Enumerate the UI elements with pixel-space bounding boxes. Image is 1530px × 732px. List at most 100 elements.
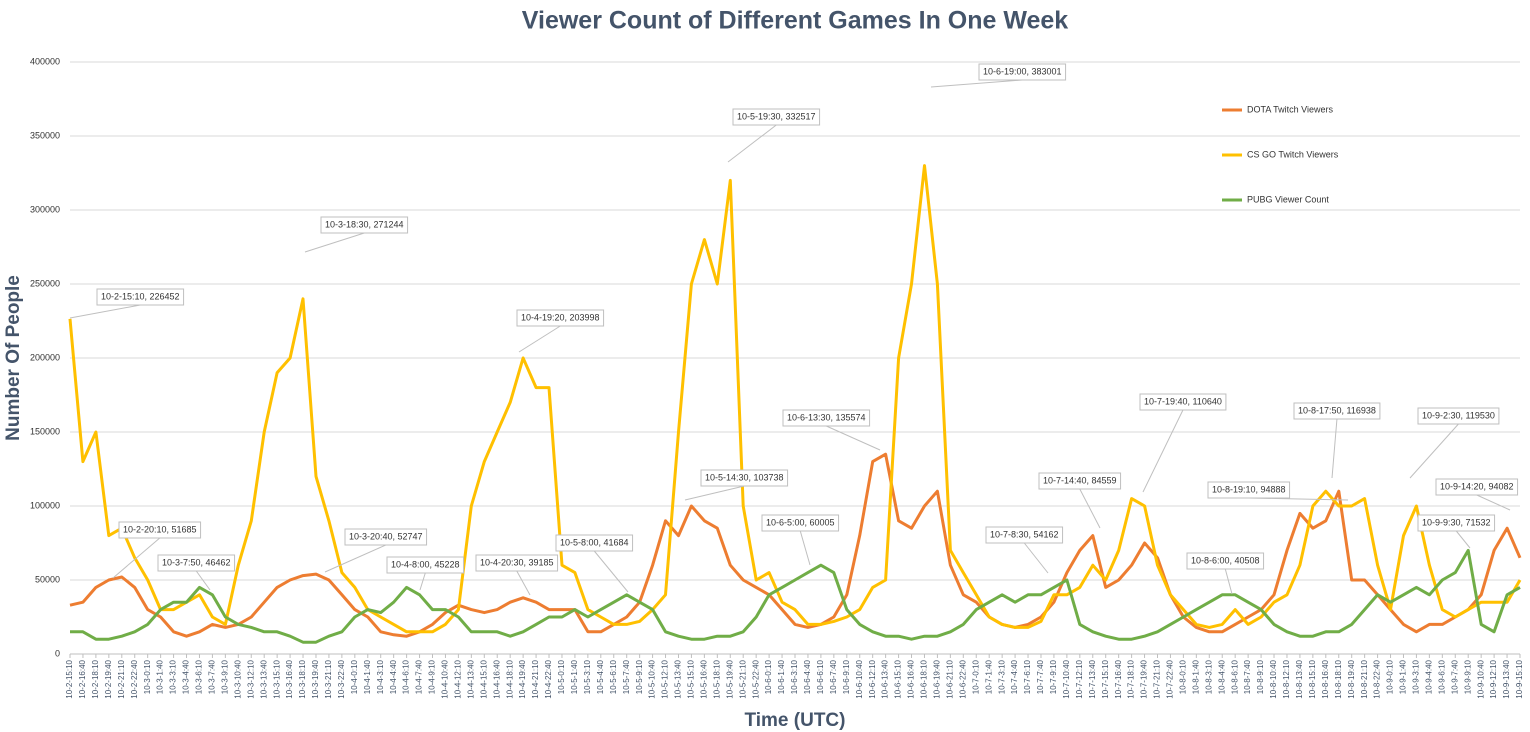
annotation-leader <box>195 570 211 591</box>
annotation-text: 10-6-5:00, 60005 <box>766 517 835 527</box>
x-tick-label: 10-7-13:40 <box>1088 659 1097 698</box>
x-tick-label: 10-8-19:40 <box>1347 659 1356 698</box>
series-line <box>68 164 1522 634</box>
x-tick-label: 10-4-19:40 <box>518 659 527 698</box>
x-tick-label: 10-8-1:40 <box>1191 659 1200 694</box>
x-tick-label: 10-7-3:10 <box>997 659 1006 694</box>
x-tick-label: 10-7-9:10 <box>1049 659 1058 694</box>
annotation-box <box>516 309 605 327</box>
x-tick-label: 10-3-3:10 <box>169 659 178 694</box>
x-tick-label: 10-5-16:40 <box>699 659 708 698</box>
annotation-box <box>1139 393 1227 411</box>
annotation-leader <box>304 232 365 253</box>
x-tick-label: 10-3-1:40 <box>156 659 165 694</box>
x-tick-label: 10-3-22:40 <box>337 659 346 698</box>
annotation-text: 10-5-19:30, 332517 <box>737 111 816 121</box>
x-tick-label: 10-4-12:10 <box>454 659 463 698</box>
annotation-box <box>1207 481 1291 499</box>
annotation-box <box>782 409 871 427</box>
x-tick-label: 10-6-6:10 <box>816 659 825 694</box>
x-tick-label: 10-8-10:40 <box>1269 659 1278 698</box>
annotation-leader <box>69 304 141 319</box>
x-tick-label: 10-6-9:10 <box>842 659 851 694</box>
annotation-leader <box>516 570 531 596</box>
x-tick-label: 10-9-3:10 <box>1412 659 1421 694</box>
x-tick-label: 10-6-0:10 <box>764 659 773 694</box>
annotation-leader <box>1224 568 1233 595</box>
annotation-leader <box>324 544 386 573</box>
x-tick-label: 10-6-10:40 <box>855 659 864 698</box>
annotation-box <box>732 108 821 126</box>
x-tick-label: 10-8-12:10 <box>1282 659 1291 698</box>
annotation: 10-8-17:50, 116938 <box>1293 402 1381 479</box>
annotation: 10-6-19:00, 383001 <box>930 63 1067 88</box>
annotation-leader <box>727 124 777 163</box>
y-axis-label: Number Of People <box>3 275 24 441</box>
x-tick-label: 10-5-22:40 <box>751 659 760 698</box>
annotation-leader <box>593 550 629 593</box>
x-tick-label: 10-6-16:40 <box>907 659 916 698</box>
x-tick-label: 10-3-9:10 <box>220 659 229 694</box>
y-tick-label: 350000 <box>30 130 60 140</box>
annotation-leader <box>1409 423 1459 479</box>
x-tick-label: 10-7-15:10 <box>1101 659 1110 698</box>
x-tick-label: 10-4-4:40 <box>389 659 398 694</box>
x-tick-label: 10-7-19:40 <box>1140 659 1149 698</box>
x-tick-label: 10-7-4:40 <box>1010 659 1019 694</box>
annotation-text: 10-6-19:00, 383001 <box>983 66 1062 76</box>
annotation: 10-3-7:50, 46462 <box>157 554 236 591</box>
x-tick-label: 10-3-4:40 <box>182 659 191 694</box>
annotation: 10-5-14:30, 103738 <box>684 469 789 501</box>
annotation-leader <box>419 572 426 591</box>
x-tick-label: 10-5-3:10 <box>583 659 592 694</box>
x-tick-label: 10-6-1:40 <box>777 659 786 694</box>
x-tick-label: 10-6-15:10 <box>894 659 903 698</box>
x-tick-label: 10-7-0:10 <box>971 659 980 694</box>
x-tick-label: 10-6-22:40 <box>958 659 967 698</box>
annotation-leader <box>1455 530 1471 549</box>
annotation-leader <box>799 530 811 566</box>
annotation: 10-3-18:30, 271244 <box>304 216 409 253</box>
x-tick-label: 10-5-15:10 <box>687 659 696 698</box>
x-tick-label: 10-5-21:10 <box>738 659 747 698</box>
x-tick-label: 10-5-13:40 <box>674 659 683 698</box>
annotation-box <box>386 556 465 574</box>
annotation: 10-2-15:10, 226452 <box>69 288 185 319</box>
x-tick-label: 10-3-12:10 <box>246 659 255 698</box>
x-tick-label: 10-2-15:10 <box>65 659 74 698</box>
x-tick-label: 10-3-10:40 <box>233 659 242 698</box>
x-tick-label: 10-8-0:10 <box>1179 659 1188 694</box>
annotation-box <box>1293 402 1381 420</box>
x-tick-label: 10-6-19:40 <box>933 659 942 698</box>
x-tick-label: 10-2-19:40 <box>104 659 113 698</box>
x-tick-label: 10-3-19:40 <box>311 659 320 698</box>
x-tick-label: 10-3-7:40 <box>208 659 217 694</box>
y-tick-label: 150000 <box>30 426 60 436</box>
y-tick-label: 200000 <box>30 352 60 362</box>
y-tick-label: 400000 <box>30 56 60 66</box>
annotation-leader <box>826 425 881 451</box>
x-tick-label: 10-5-19:40 <box>725 659 734 698</box>
annotation: 10-6-13:30, 135574 <box>782 409 881 451</box>
x-tick-label: 10-5-6:10 <box>609 659 618 694</box>
x-tick-label: 10-7-22:40 <box>1166 659 1175 698</box>
annotation-text: 10-3-20:40, 52747 <box>349 531 423 541</box>
x-tick-label: 10-8-15:10 <box>1308 659 1317 698</box>
x-tick-label: 10-4-1:40 <box>363 659 372 694</box>
annotation-text: 10-9-2:30, 119530 <box>1422 410 1495 420</box>
annotation-box <box>978 63 1067 81</box>
annotation-leader <box>518 325 561 353</box>
annotation-text: 10-4-19:20, 203998 <box>521 312 600 322</box>
y-tick-label: 0 <box>55 648 60 658</box>
annotation-text: 10-8-19:10, 94888 <box>1212 484 1286 494</box>
annotation-box <box>96 288 185 306</box>
x-tick-label: 10-6-3:10 <box>790 659 799 694</box>
legend-label: DOTA Twitch Viewers <box>1247 104 1334 114</box>
x-tick-label: 10-2-18:10 <box>91 659 100 698</box>
x-tick-label: 10-4-18:10 <box>505 659 514 698</box>
annotation: 10-8-6:00, 40508 <box>1186 552 1265 595</box>
x-tick-label: 10-5-10:40 <box>648 659 657 698</box>
x-tick-label: 10-3-13:40 <box>259 659 268 698</box>
x-tick-label: 10-8-16:40 <box>1321 659 1330 698</box>
annotation-text: 10-2-15:10, 226452 <box>101 291 180 301</box>
